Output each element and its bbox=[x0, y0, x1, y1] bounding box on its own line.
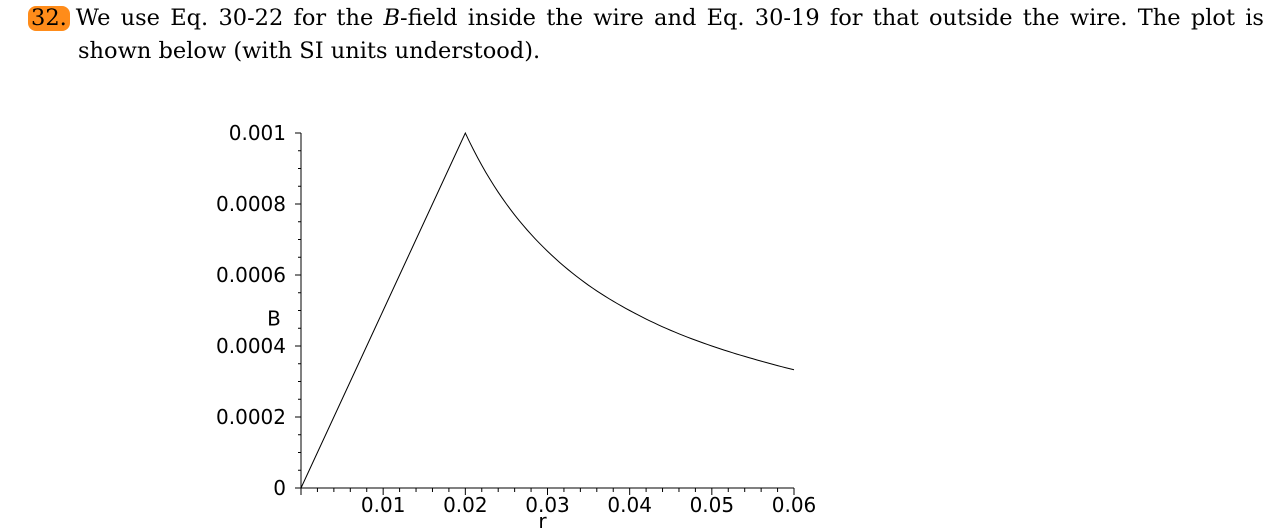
problem-text-part-2: -field inside the wire and Eq. 30-19 for… bbox=[400, 5, 1264, 31]
b-field-curve bbox=[300, 131, 795, 489]
axes bbox=[300, 133, 794, 489]
y-tick-label: 0.001 bbox=[229, 121, 286, 145]
problem-text-part-1: We use Eq. 30-22 for the bbox=[75, 5, 384, 31]
problem-text: 32. We use Eq. 30-22 for the B-field insi… bbox=[28, 2, 1264, 68]
x-axis-label: r bbox=[538, 509, 547, 529]
y-tick-label: 0.0008 bbox=[216, 192, 286, 216]
x-tick-label: 0.02 bbox=[443, 493, 488, 517]
problem-line-1: 32. We use Eq. 30-22 for the B-field insi… bbox=[28, 2, 1264, 35]
y-axis-label: B bbox=[267, 307, 281, 331]
y-tick-label: 0.0004 bbox=[216, 334, 286, 358]
problem-number-badge: 32. bbox=[28, 6, 70, 31]
problem-line-2: shown below (with SI units understood). bbox=[78, 38, 541, 64]
y-tick-label: 0.0002 bbox=[216, 405, 286, 429]
x-tick-label: 0.03 bbox=[525, 493, 570, 517]
x-tick-label: 0.04 bbox=[607, 493, 652, 517]
tick-marks bbox=[295, 132, 795, 495]
y-tick-label: 0 bbox=[273, 476, 286, 500]
b-field-variable: B bbox=[383, 5, 401, 31]
y-tick-label: 0.0006 bbox=[216, 263, 286, 287]
x-tick-label: 0.01 bbox=[361, 493, 406, 517]
tick-labels: 0 0.0002 0.0004 0.0006 0.0008 0.001 0.01 0.02 0.… bbox=[216, 121, 816, 517]
series bbox=[300, 131, 795, 489]
x-tick-label: 0.05 bbox=[690, 493, 735, 517]
x-tick-label: 0.06 bbox=[772, 493, 817, 517]
